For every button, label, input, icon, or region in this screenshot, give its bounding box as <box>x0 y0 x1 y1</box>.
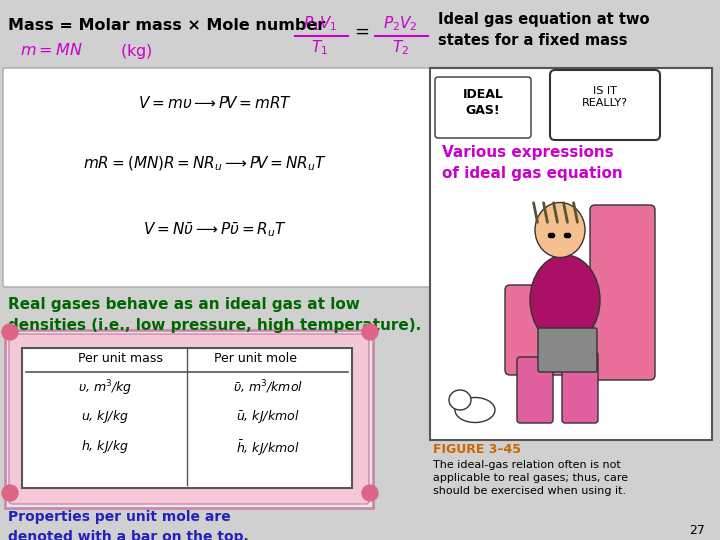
Text: $u$, kJ/kg: $u$, kJ/kg <box>81 408 129 425</box>
Circle shape <box>362 485 378 501</box>
FancyArrowPatch shape <box>534 202 537 222</box>
Text: Various expressions
of ideal gas equation: Various expressions of ideal gas equatio… <box>442 145 623 181</box>
Text: $V = N\bar{\upsilon} \longrightarrow P\bar{\upsilon} = R_u T$: $V = N\bar{\upsilon} \longrightarrow P\b… <box>143 220 287 239</box>
Ellipse shape <box>455 397 495 422</box>
Text: $\upsilon$, m$^3$/kg: $\upsilon$, m$^3$/kg <box>78 378 132 397</box>
Text: Per unit mole: Per unit mole <box>214 352 297 365</box>
Text: Properties per unit mole are
denoted with a bar on the top.: Properties per unit mole are denoted wit… <box>8 510 248 540</box>
FancyArrowPatch shape <box>544 202 547 222</box>
FancyArrowPatch shape <box>564 202 567 222</box>
Text: $=$: $=$ <box>351 22 369 40</box>
Text: Per unit mass: Per unit mass <box>78 352 163 365</box>
Ellipse shape <box>535 202 585 258</box>
Text: The ideal-gas relation often is not
applicable to real gases; thus, care
should : The ideal-gas relation often is not appl… <box>433 460 628 496</box>
Circle shape <box>2 485 18 501</box>
Text: $T_1$: $T_1$ <box>312 38 328 57</box>
Text: $\bar{u}$, kJ/kmol: $\bar{u}$, kJ/kmol <box>236 408 300 425</box>
Text: $m = MN$: $m = MN$ <box>20 42 83 58</box>
Text: $\bar{\upsilon}$, m$^3$/kmol: $\bar{\upsilon}$, m$^3$/kmol <box>233 378 303 396</box>
Text: FIGURE 3–45: FIGURE 3–45 <box>433 443 521 456</box>
FancyBboxPatch shape <box>550 70 660 140</box>
Ellipse shape <box>449 390 471 410</box>
FancyBboxPatch shape <box>562 352 598 423</box>
FancyBboxPatch shape <box>5 330 373 508</box>
Text: $P_1V_1$: $P_1V_1$ <box>302 14 337 33</box>
Text: $T_2$: $T_2$ <box>392 38 408 57</box>
FancyArrowPatch shape <box>554 202 557 222</box>
Text: IS IT
REALLY?: IS IT REALLY? <box>582 86 628 109</box>
Text: Ideal gas equation at two
states for a fixed mass: Ideal gas equation at two states for a f… <box>438 12 649 48</box>
Text: $mR = (MN)R = NR_u \longrightarrow P\!V = NR_u T$: $mR = (MN)R = NR_u \longrightarrow P\!V … <box>83 155 327 173</box>
Text: Mass = Molar mass × Mole number: Mass = Molar mass × Mole number <box>8 18 325 33</box>
Text: $\mathrm{(kg)}$: $\mathrm{(kg)}$ <box>120 42 153 61</box>
Text: Real gases behave as an ideal gas at low
densities (i.e., low pressure, high tem: Real gases behave as an ideal gas at low… <box>8 297 421 333</box>
FancyBboxPatch shape <box>517 357 553 423</box>
FancyBboxPatch shape <box>538 328 597 372</box>
FancyArrowPatch shape <box>574 202 577 222</box>
FancyBboxPatch shape <box>590 205 655 380</box>
FancyBboxPatch shape <box>430 68 712 440</box>
FancyBboxPatch shape <box>22 348 352 488</box>
Text: 27: 27 <box>689 524 705 537</box>
FancyBboxPatch shape <box>505 285 645 375</box>
FancyBboxPatch shape <box>435 77 531 138</box>
Ellipse shape <box>530 255 600 345</box>
FancyBboxPatch shape <box>9 334 369 504</box>
Circle shape <box>2 324 18 340</box>
Text: IDEAL
GAS!: IDEAL GAS! <box>462 88 503 117</box>
Text: $V = m\upsilon \longrightarrow P\!V = mRT$: $V = m\upsilon \longrightarrow P\!V = mR… <box>138 95 292 111</box>
Text: $P_2V_2$: $P_2V_2$ <box>383 14 418 33</box>
Text: $h$, kJ/kg: $h$, kJ/kg <box>81 438 129 455</box>
Text: $\bar{h}$, kJ/kmol: $\bar{h}$, kJ/kmol <box>236 438 300 457</box>
FancyBboxPatch shape <box>3 68 432 287</box>
Circle shape <box>362 324 378 340</box>
